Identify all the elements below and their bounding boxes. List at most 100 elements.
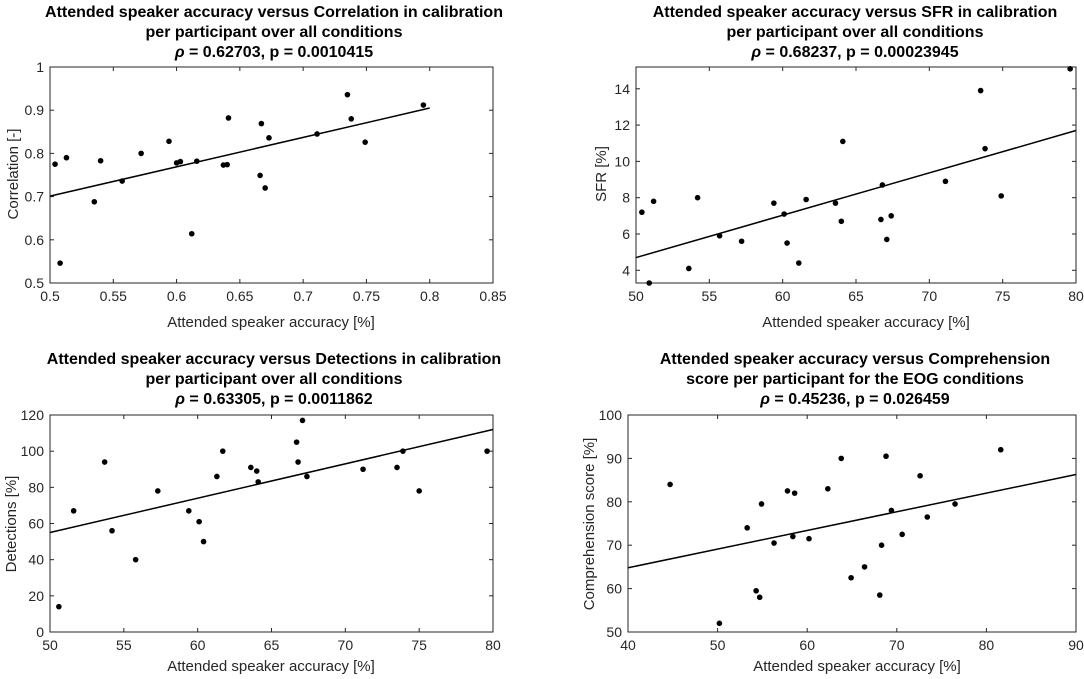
x-tick-label: 0.7: [293, 288, 313, 304]
data-point: [177, 158, 184, 165]
chart-title-line-2: score per participant for the EOG condit…: [686, 371, 1024, 388]
x-tick-label: 80: [485, 637, 501, 653]
data-point: [56, 603, 62, 610]
y-tick-label: 8: [622, 190, 630, 206]
y-tick-label: 50: [606, 624, 622, 640]
data-point: [52, 161, 58, 167]
data-point: [790, 533, 796, 540]
stat-rho: ρ: [174, 44, 185, 61]
y-axis-label: Correlation [-]: [5, 129, 22, 220]
x-tick-label: 60: [799, 637, 815, 653]
panel-comprehension: Attended speaker accuracy versus Compreh…: [581, 351, 1084, 675]
y-tick-label: 120: [21, 407, 45, 423]
y-tick-label: 0.8: [25, 145, 45, 161]
plot-area: [49, 414, 494, 633]
y-tick-label: 20: [28, 588, 44, 604]
panel-detections: Attended speaker accuracy versus Detecti…: [3, 351, 501, 675]
data-point: [694, 194, 701, 201]
data-point: [825, 485, 831, 492]
chart-stats: ρ = 0.45236, p = 0.026459: [759, 391, 949, 408]
data-point: [806, 535, 812, 542]
x-tick-label: 0.65: [226, 288, 253, 304]
stat-rho: ρ: [174, 391, 185, 408]
data-point: [258, 120, 265, 127]
chart-title-line-1: Attended speaker accuracy versus SFR in …: [653, 4, 1058, 21]
data-point: [686, 265, 692, 272]
data-point: [771, 200, 777, 206]
x-tick-label: 70: [922, 288, 938, 304]
plot-area: [627, 414, 1077, 633]
data-point: [977, 87, 984, 94]
data-point: [781, 211, 787, 217]
data-point: [266, 135, 272, 141]
data-point: [262, 185, 268, 191]
data-point: [650, 198, 657, 205]
data-point: [716, 233, 723, 239]
data-point: [138, 150, 144, 157]
data-point: [394, 464, 400, 471]
x-tick-label: 70: [889, 637, 905, 653]
data-point: [803, 196, 809, 203]
panel-correlation: Attended speaker accuracy versus Correla…: [5, 4, 507, 331]
y-axis-label: Comprehension score [%]: [581, 438, 598, 611]
x-tick-label: 0.8: [420, 288, 440, 304]
data-point: [400, 448, 406, 454]
x-tick-label: 80: [1068, 288, 1084, 304]
data-point: [848, 574, 854, 581]
data-point: [888, 213, 894, 219]
plot-area: [635, 66, 1077, 284]
data-point: [982, 145, 988, 152]
chart-title-line-1: Attended speaker accuracy versus Correla…: [45, 4, 503, 21]
data-point: [70, 508, 77, 514]
y-tick-label: 0.5: [25, 275, 45, 291]
x-axis-label: Attended speaker accuracy [%]: [167, 658, 375, 675]
chart-title-line-2: per participant over all conditions: [146, 24, 403, 41]
data-point: [166, 138, 172, 145]
y-axis-label: SFR [%]: [593, 146, 610, 202]
x-axis-label: Attended speaker accuracy [%]: [753, 658, 961, 675]
data-point: [884, 236, 890, 243]
data-point: [1067, 66, 1073, 72]
y-tick-label: 60: [606, 581, 622, 597]
y-tick-label: 80: [28, 479, 44, 495]
data-point: [796, 260, 802, 266]
regression-line: [627, 473, 1077, 569]
data-point: [878, 542, 885, 548]
chart-title-line-2: per participant over all conditions: [146, 371, 403, 388]
x-tick-label: 60: [775, 288, 791, 304]
plot-area: [49, 66, 494, 284]
x-tick-label: 75: [995, 288, 1011, 304]
data-point: [348, 116, 355, 122]
y-tick-label: 40: [28, 552, 44, 568]
data-point: [253, 468, 260, 474]
regression-line: [49, 107, 430, 197]
data-point: [196, 518, 202, 525]
x-tick-label: 55: [116, 637, 132, 653]
data-point: [667, 481, 673, 488]
data-point: [998, 193, 1004, 199]
y-tick-label: 100: [21, 443, 45, 459]
data-point: [716, 620, 723, 627]
x-tick-label: 50: [628, 288, 644, 304]
data-point: [758, 501, 765, 507]
data-point: [738, 238, 745, 245]
data-point: [344, 91, 351, 98]
y-tick-label: 80: [606, 494, 622, 510]
panel-sfr: Attended speaker accuracy versus SFR in …: [593, 4, 1084, 331]
data-point: [784, 240, 790, 246]
x-tick-label: 0.6: [167, 288, 187, 304]
data-point: [362, 139, 368, 145]
x-tick-label: 0.85: [479, 288, 506, 304]
data-point: [225, 115, 232, 121]
data-point: [888, 507, 895, 514]
data-point: [756, 594, 763, 601]
stat-values: = 0.45236, p = 0.026459: [770, 391, 950, 408]
data-point: [132, 556, 139, 563]
data-point: [248, 464, 254, 471]
data-point: [861, 564, 868, 570]
data-point: [293, 439, 300, 445]
stat-values: = 0.68237, p = 0.00023945: [761, 44, 959, 61]
data-point: [942, 178, 949, 185]
y-tick-label: 100: [599, 407, 623, 423]
data-point: [838, 455, 845, 462]
